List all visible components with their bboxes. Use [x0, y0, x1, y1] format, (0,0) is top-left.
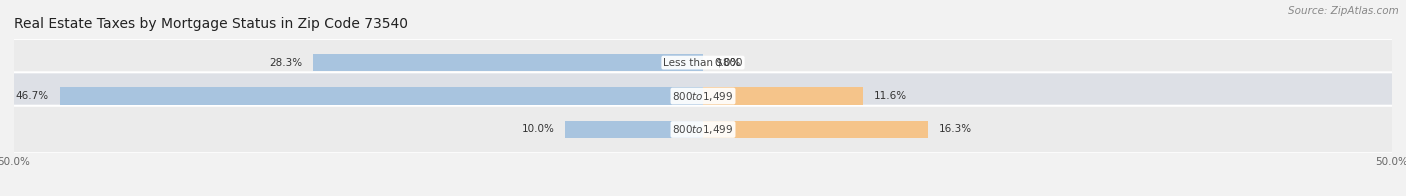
Bar	[59, 87, 703, 105]
Text: 10.0%: 10.0%	[522, 124, 554, 134]
Text: 16.3%: 16.3%	[939, 124, 972, 134]
Text: 46.7%: 46.7%	[15, 91, 48, 101]
Text: Source: ZipAtlas.com: Source: ZipAtlas.com	[1288, 6, 1399, 16]
FancyBboxPatch shape	[10, 106, 1396, 153]
Text: $800 to $1,499: $800 to $1,499	[672, 123, 734, 136]
Text: 11.6%: 11.6%	[875, 91, 907, 101]
Text: Real Estate Taxes by Mortgage Status in Zip Code 73540: Real Estate Taxes by Mortgage Status in …	[14, 17, 408, 31]
Bar	[314, 54, 703, 71]
Bar	[703, 121, 928, 138]
FancyBboxPatch shape	[10, 39, 1396, 86]
Bar	[565, 121, 703, 138]
Text: 0.0%: 0.0%	[714, 58, 741, 68]
Text: $800 to $1,499: $800 to $1,499	[672, 90, 734, 103]
Bar	[703, 87, 863, 105]
Text: 28.3%: 28.3%	[269, 58, 302, 68]
FancyBboxPatch shape	[10, 72, 1396, 120]
Text: Less than $800: Less than $800	[664, 58, 742, 68]
